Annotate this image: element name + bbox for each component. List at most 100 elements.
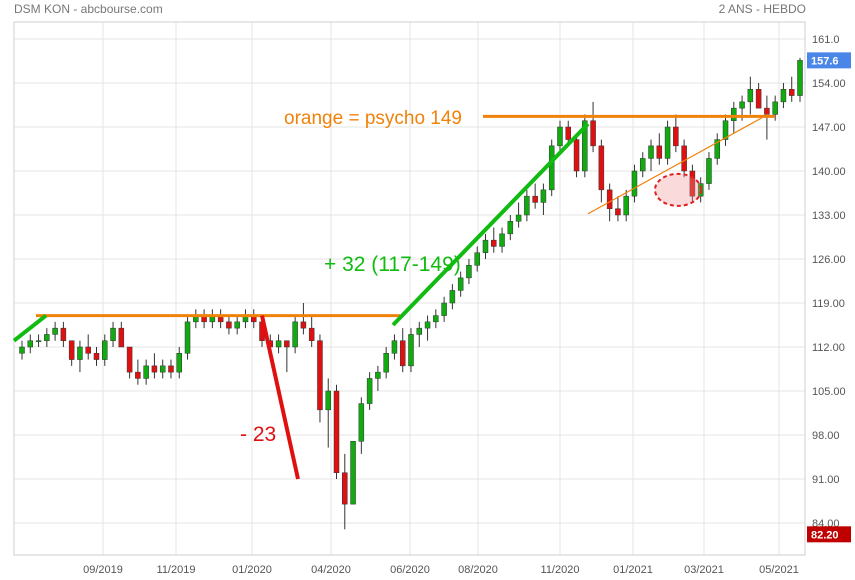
candle bbox=[110, 321, 116, 347]
candle-body bbox=[515, 214, 522, 222]
x-tick-label: 01/2020 bbox=[232, 564, 272, 576]
candle-body bbox=[408, 334, 414, 367]
candle bbox=[118, 321, 125, 348]
candle bbox=[52, 321, 58, 341]
candle bbox=[126, 346, 133, 379]
candle bbox=[408, 328, 414, 373]
candle-body bbox=[797, 60, 803, 96]
candle bbox=[375, 365, 381, 391]
candle-body bbox=[35, 340, 42, 342]
candle bbox=[317, 334, 323, 423]
candle-body bbox=[118, 327, 125, 348]
candle-body bbox=[606, 189, 613, 209]
x-tick-label: 11/2020 bbox=[541, 564, 580, 576]
candle bbox=[151, 353, 158, 379]
candle-body bbox=[747, 89, 754, 103]
candle-body bbox=[548, 145, 555, 191]
candle bbox=[383, 347, 389, 379]
candle bbox=[399, 328, 406, 373]
candle-body bbox=[126, 346, 133, 373]
candle bbox=[284, 340, 290, 373]
candle-body bbox=[317, 340, 323, 411]
uptrend-line-main bbox=[391, 122, 590, 327]
x-tick-label: 08/2020 bbox=[458, 564, 498, 576]
candle bbox=[102, 334, 108, 366]
candle bbox=[598, 139, 605, 203]
candle-body bbox=[673, 126, 679, 147]
candle bbox=[226, 315, 232, 335]
candle-body bbox=[441, 302, 447, 316]
candle-body bbox=[681, 145, 687, 172]
candle-body bbox=[226, 321, 232, 329]
candle-body bbox=[780, 89, 787, 103]
candle-body bbox=[706, 158, 712, 184]
candle bbox=[19, 340, 25, 360]
candle-body bbox=[350, 441, 356, 505]
candle-body bbox=[85, 346, 91, 354]
candle-body bbox=[772, 101, 778, 115]
candle-body bbox=[300, 321, 307, 329]
y-tick-label: 105.00 bbox=[812, 386, 846, 398]
candle bbox=[300, 303, 307, 335]
candle bbox=[366, 372, 373, 410]
candle-body bbox=[375, 371, 381, 379]
candle bbox=[449, 284, 456, 310]
y-tick-label: 126.00 bbox=[812, 254, 846, 266]
candle-body bbox=[234, 321, 240, 329]
candle-body bbox=[68, 340, 75, 360]
low-price-badge bbox=[807, 526, 851, 543]
candle bbox=[573, 133, 580, 178]
x-tick-label: 04/2020 bbox=[311, 564, 351, 576]
x-tick-label: 11/2019 bbox=[157, 564, 196, 576]
candle bbox=[234, 315, 240, 335]
candle bbox=[590, 101, 596, 153]
candle bbox=[85, 334, 91, 360]
candle-body bbox=[449, 290, 456, 304]
candle-body bbox=[755, 89, 762, 109]
candle bbox=[292, 315, 298, 354]
candle bbox=[797, 57, 803, 102]
candle bbox=[466, 259, 472, 285]
last-price-badge bbox=[807, 52, 851, 69]
candle-body bbox=[457, 277, 464, 291]
candle-body bbox=[466, 265, 472, 279]
candle-body bbox=[93, 353, 100, 360]
y-tick-label: 154.00 bbox=[812, 78, 846, 90]
y-tick-label: 91.00 bbox=[812, 474, 840, 486]
candle bbox=[416, 321, 423, 347]
last-price-label: 157.6 bbox=[811, 55, 839, 67]
candle bbox=[673, 114, 679, 153]
candle bbox=[44, 328, 50, 347]
candle bbox=[333, 384, 340, 479]
candle bbox=[631, 164, 638, 203]
candle bbox=[491, 227, 497, 253]
y-axis: 84.0091.0098.00105.00112.00119.00126.001… bbox=[812, 34, 846, 530]
candle bbox=[507, 215, 514, 241]
candle bbox=[747, 76, 754, 115]
candle bbox=[93, 347, 100, 366]
x-tick-label: 09/2019 bbox=[83, 564, 123, 576]
candle bbox=[275, 334, 282, 354]
candle bbox=[135, 359, 141, 385]
y-tick-label: 119.00 bbox=[812, 298, 845, 310]
candle-body bbox=[623, 195, 629, 216]
x-tick-label: 05/2021 bbox=[759, 564, 799, 576]
candle-body bbox=[159, 365, 166, 373]
candle-body bbox=[52, 327, 58, 335]
candle bbox=[308, 315, 315, 347]
candle bbox=[623, 189, 629, 222]
candle-body bbox=[366, 378, 373, 404]
chart-title: DSM KON - abcbourse.com bbox=[14, 2, 163, 16]
candles-group bbox=[19, 57, 803, 530]
chart-period: 2 ANS - HEBDO bbox=[718, 2, 806, 16]
candle-body bbox=[598, 145, 605, 191]
candle-body bbox=[482, 239, 489, 253]
candle-body bbox=[582, 120, 588, 172]
candle-body bbox=[656, 145, 663, 159]
candle bbox=[515, 202, 522, 228]
candle-body bbox=[102, 340, 108, 360]
candle bbox=[615, 196, 621, 222]
candle bbox=[35, 334, 42, 347]
candle-body bbox=[27, 340, 34, 348]
